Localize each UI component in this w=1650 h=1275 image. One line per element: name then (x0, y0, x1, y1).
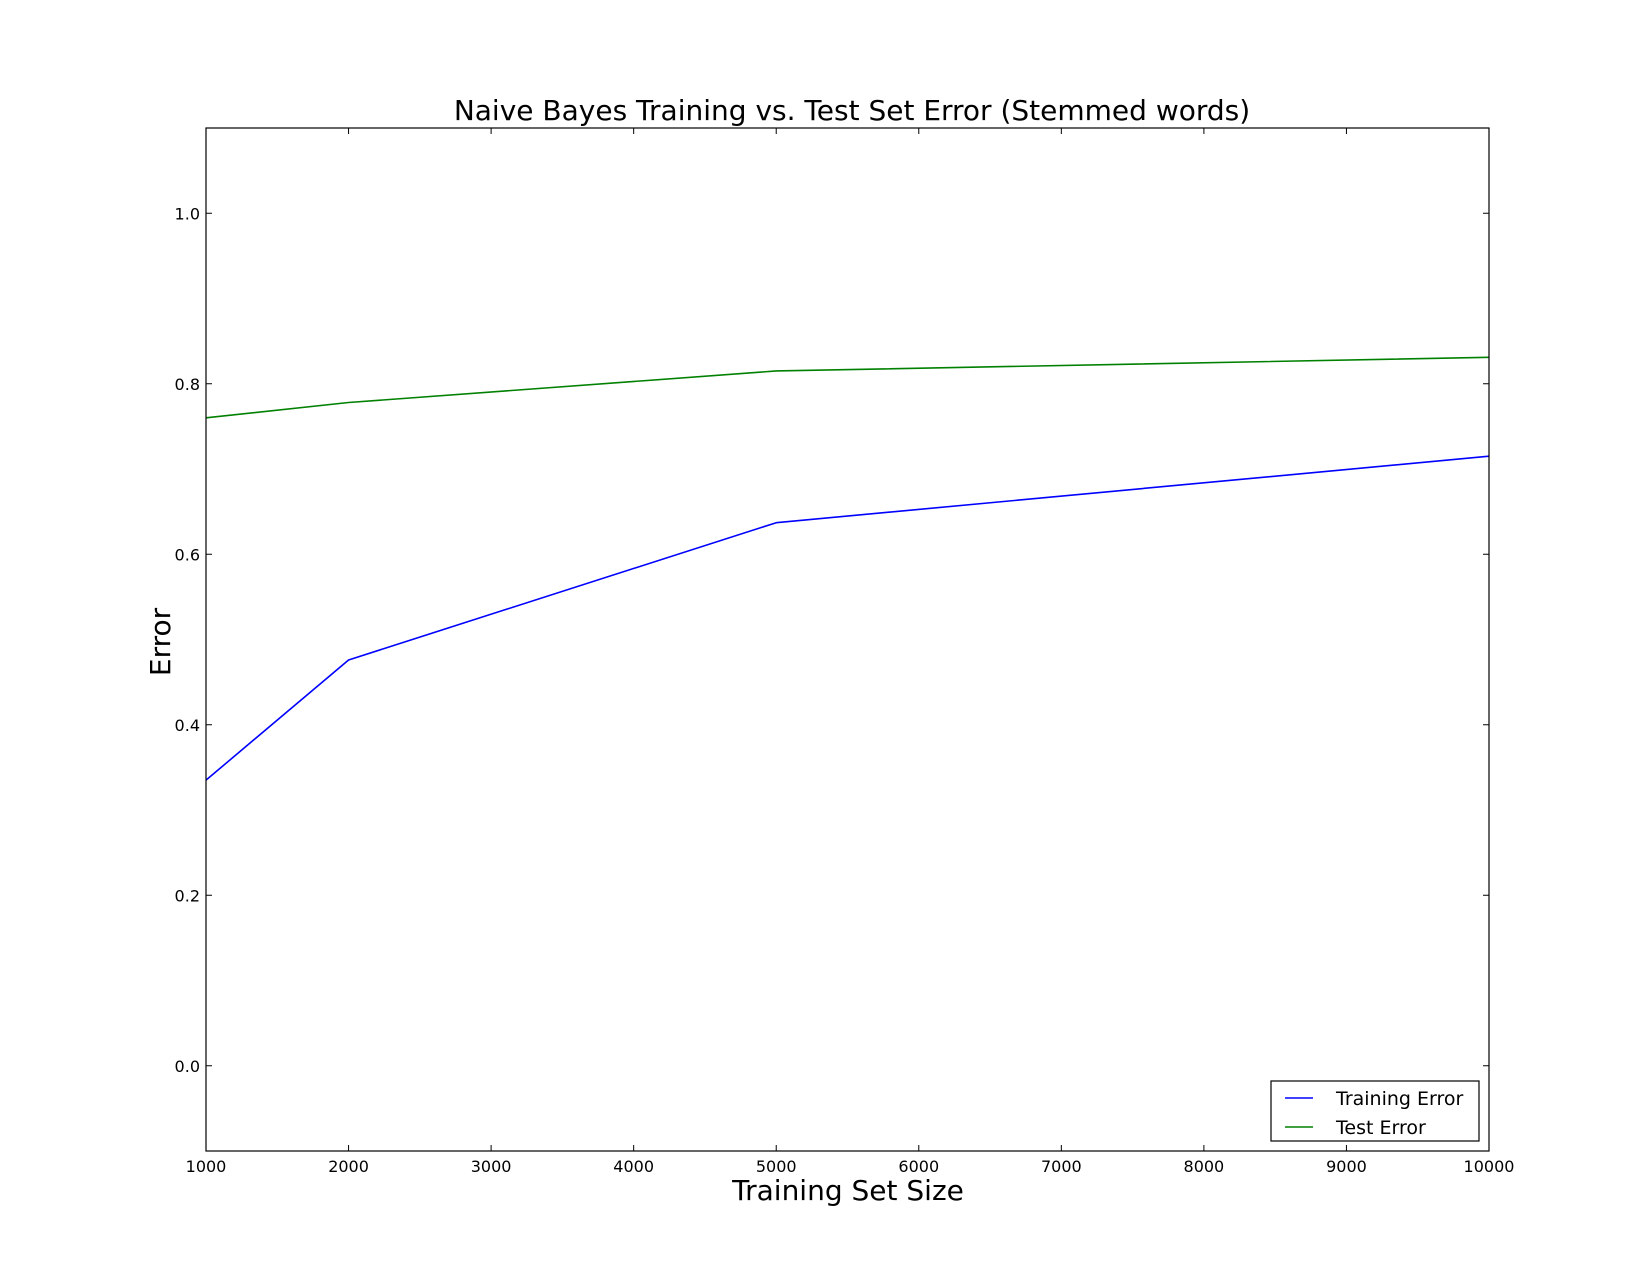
plot-frame (205, 127, 1490, 1152)
x-axis-label: Training Set Size (731, 1174, 964, 1207)
y-tick-label: 0.8 (175, 375, 200, 394)
x-tick-label: 10000 (1464, 1157, 1515, 1176)
series-line-training-error (205, 455, 1490, 781)
plot-area: 1000 2000 3000 4000 5000 6000 7000 8000 9000 1000… (175, 127, 1515, 1176)
x-tick-label: 1000 (186, 1157, 227, 1176)
x-tick-label: 3000 (471, 1157, 512, 1176)
y-tick-label: 0.0 (175, 1057, 200, 1076)
x-tick-label: 6000 (898, 1157, 939, 1176)
y-tick-label: 0.2 (175, 886, 200, 905)
x-tick-label: 5000 (756, 1157, 797, 1176)
y-tick-label: 0.6 (175, 545, 200, 564)
x-tick-label: 7000 (1041, 1157, 1082, 1176)
x-tick-label: 4000 (613, 1157, 654, 1176)
x-tick-label: 9000 (1326, 1157, 1367, 1176)
legend-box (1270, 1080, 1480, 1142)
y-axis-label: Error (144, 607, 177, 676)
y-tick-label: 1.0 (175, 204, 200, 223)
series-line-test-error (205, 356, 1490, 419)
legend-label-training-error: Training Error (1335, 1088, 1464, 1110)
y-tick-label: 0.4 (175, 716, 200, 735)
x-tick-label: 2000 (328, 1157, 369, 1176)
chart-title: Naive Bayes Training vs. Test Set Error … (454, 94, 1250, 127)
x-tick-label: 8000 (1184, 1157, 1225, 1176)
legend-label-test-error: Test Error (1335, 1117, 1426, 1139)
